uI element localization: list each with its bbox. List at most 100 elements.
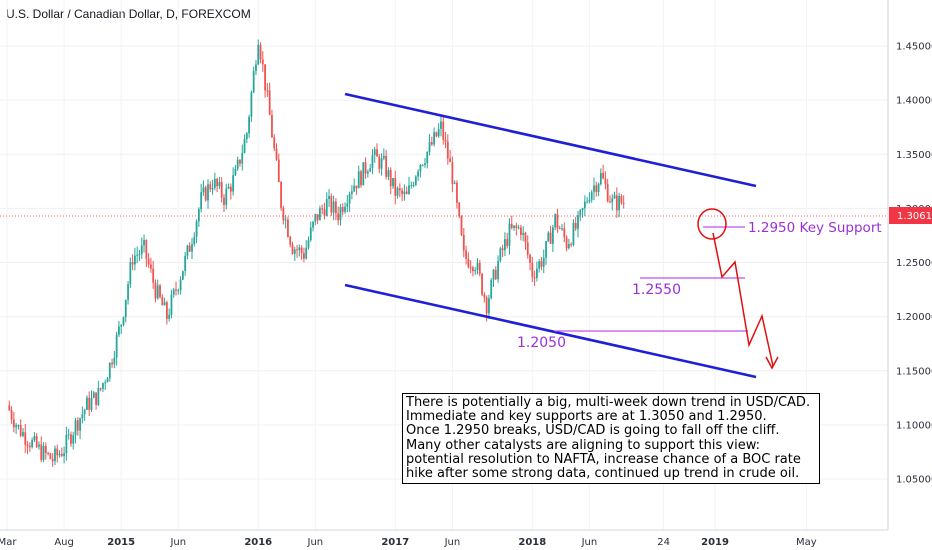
- candle-body: [74, 420, 77, 436]
- candle-body: [147, 258, 150, 265]
- candle-body: [526, 242, 529, 256]
- candle-body: [172, 289, 175, 295]
- candle-body: [385, 155, 388, 177]
- candle-body: [186, 245, 189, 256]
- candle-body: [590, 191, 593, 200]
- candle-body: [316, 214, 319, 221]
- candle-body: [510, 223, 513, 228]
- candle-body: [437, 128, 440, 137]
- note-line: Once 1.2950 breaks, USD/CAD is going to …: [406, 423, 780, 439]
- candle-body: [154, 282, 157, 299]
- candle-body: [606, 184, 609, 202]
- candle-body: [138, 254, 141, 256]
- candle-body: [392, 177, 394, 187]
- price-tick-label: 1.05000: [896, 475, 932, 486]
- time-tick-label: Jun: [307, 537, 324, 548]
- candle-body: [271, 114, 273, 138]
- candle-body: [346, 203, 349, 207]
- candle-body: [490, 279, 493, 299]
- candle-body: [10, 410, 13, 420]
- candle-body: [577, 215, 579, 229]
- candle-body: [376, 149, 378, 157]
- candle-body: [403, 191, 406, 195]
- candle-body: [398, 188, 401, 191]
- candle-body: [583, 201, 586, 209]
- candle-body: [545, 241, 547, 258]
- candle-body: [218, 182, 221, 187]
- candle-body: [207, 184, 209, 201]
- candle-body: [12, 419, 15, 428]
- candle-body: [8, 405, 11, 411]
- candle-body: [309, 227, 312, 241]
- time-tick-label: 24: [657, 537, 670, 548]
- candle-body: [122, 317, 125, 325]
- candle-body: [26, 444, 29, 446]
- candle-body: [424, 163, 426, 165]
- candle-body: [442, 121, 445, 140]
- candle-body: [15, 425, 18, 428]
- candle-body: [255, 64, 257, 72]
- candle-body: [277, 159, 280, 183]
- candle-body: [134, 255, 136, 265]
- time-tick-label: 2019: [701, 537, 729, 548]
- candle-body: [195, 221, 198, 237]
- candle-body: [586, 201, 589, 203]
- candle-body: [469, 267, 472, 269]
- candle-body: [102, 383, 104, 389]
- candle-body: [232, 175, 235, 192]
- note-line: potential resolution to NAFTA, increase …: [406, 451, 801, 467]
- time-axis-labels: Mar Aug 2015 Jun 2016 Jun 2017 Jun 2018 Jun 24 2019…: [0, 537, 817, 548]
- candle-body: [449, 158, 451, 163]
- candle-body: [63, 453, 65, 456]
- candle-body: [339, 207, 342, 221]
- candle-body: [170, 294, 173, 315]
- analysis-note-box: There is potentially a big, multi-week d…: [402, 393, 820, 485]
- candle-body: [60, 453, 63, 456]
- candle-body: [567, 244, 570, 249]
- candle-body: [460, 216, 463, 236]
- candle-body: [140, 245, 143, 255]
- candle-body: [197, 209, 200, 222]
- candle-body: [44, 445, 47, 453]
- note-line: Immediate and key supports are at 1.3050…: [406, 409, 767, 425]
- forecast-arrowhead: [765, 356, 779, 370]
- price-tick-label: 1.10000: [896, 420, 932, 431]
- candle-body: [268, 90, 271, 115]
- candle-body: [35, 435, 38, 447]
- candle-body: [65, 434, 68, 454]
- candle-body: [289, 236, 292, 245]
- candle-body: [538, 261, 541, 269]
- candle-body: [124, 299, 127, 318]
- candle-body: [453, 182, 456, 184]
- candle-body: [51, 458, 54, 462]
- candle-body: [513, 225, 515, 228]
- candle-body: [291, 244, 294, 254]
- candle-body: [79, 418, 81, 431]
- price-tick-label: 1.15000: [896, 366, 932, 377]
- candle-body: [504, 239, 506, 251]
- candle-body: [362, 162, 365, 186]
- key-support-label: 1.2950 Key Support: [748, 220, 882, 236]
- candle-body: [615, 195, 618, 211]
- candle-body: [273, 137, 276, 149]
- candle-body: [257, 44, 260, 65]
- candle-body: [622, 202, 625, 204]
- candle-body: [435, 132, 438, 137]
- candle-body: [67, 434, 70, 436]
- time-tick-label: Aug: [54, 537, 74, 548]
- candle-body: [478, 262, 481, 274]
- candle-body: [307, 240, 310, 248]
- candle-body: [325, 199, 328, 216]
- candle-body: [570, 244, 573, 246]
- candle-body: [236, 159, 239, 169]
- candle-body: [551, 227, 554, 244]
- candle-body: [618, 196, 621, 211]
- candle-body: [284, 219, 287, 221]
- candle-body: [92, 392, 95, 398]
- candle-body: [611, 198, 614, 203]
- candle-body: [241, 152, 244, 164]
- candle-body: [433, 132, 436, 145]
- candle-body: [76, 420, 79, 431]
- candle-body: [223, 197, 225, 205]
- candle-body: [620, 196, 623, 203]
